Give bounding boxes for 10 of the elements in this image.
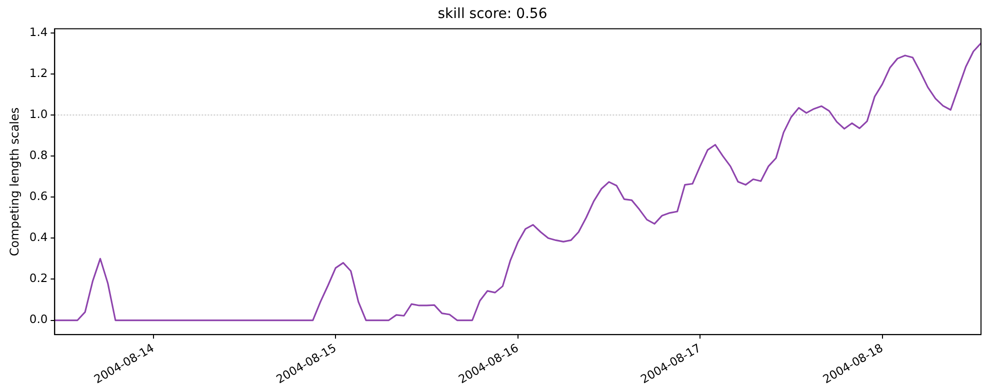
y-tick-label: 0.0 xyxy=(29,312,48,326)
y-tick-label: 0.2 xyxy=(29,271,48,286)
y-tick-label: 1.4 xyxy=(29,24,48,39)
y-axis-title: Competing length scales xyxy=(7,107,22,256)
y-tick-label: 1.0 xyxy=(29,106,48,121)
y-tick-label: 0.4 xyxy=(29,230,48,244)
y-tick-label: 0.6 xyxy=(29,189,48,204)
y-tick-label: 1.2 xyxy=(29,66,48,80)
chart-title: skill score: 0.56 xyxy=(438,6,548,22)
y-tick-label: 0.8 xyxy=(29,148,48,162)
